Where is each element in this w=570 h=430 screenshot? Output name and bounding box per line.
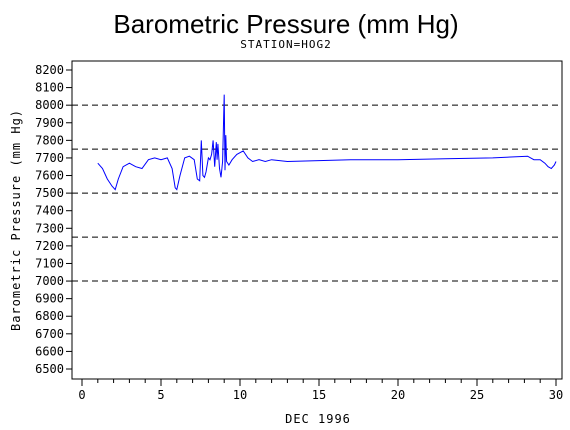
chart-subtitle: STATION=HOG2 [240, 38, 331, 51]
y-tick-label: 6900 [35, 292, 64, 306]
y-axis: 6500 6600 6700 6800 6900 7000 7100 7200 7300 7400… [35, 63, 72, 376]
series-line [97, 94, 557, 191]
y-tick-label: 7900 [35, 116, 64, 130]
x-tick-label: 0 [78, 388, 85, 402]
y-tick-label: 7200 [35, 239, 64, 253]
y-tick-label: 7100 [35, 256, 64, 270]
x-tick-label: 25 [470, 388, 484, 402]
chart-title: Barometric Pressure (mm Hg) [113, 9, 458, 39]
y-tick-label: 6500 [35, 362, 64, 376]
reference-lines [72, 104, 562, 282]
x-tick-label: 15 [312, 388, 326, 402]
y-tick-label: 7500 [35, 186, 64, 200]
y-tick-label: 7700 [35, 151, 64, 165]
x-tick-label: 5 [157, 388, 164, 402]
y-tick-label: 7800 [35, 133, 64, 147]
x-tick-label: 20 [391, 388, 405, 402]
y-tick-label: 7000 [35, 274, 64, 288]
y-tick-label: 6700 [35, 327, 64, 341]
x-tick-label: 10 [233, 388, 247, 402]
x-tick-label: 30 [549, 388, 563, 402]
y-axis-label: Barometric Pressure (mm Hg) [9, 109, 23, 331]
y-tick-label: 8200 [35, 63, 64, 77]
y-tick-label: 8000 [35, 98, 64, 112]
x-axis: 0 5 10 15 20 25 30 [78, 379, 563, 402]
y-tick-label: 7400 [35, 204, 64, 218]
y-tick-label: 7600 [35, 169, 64, 183]
y-tick-label: 8100 [35, 81, 64, 95]
x-axis-label: DEC 1996 [285, 412, 351, 426]
y-tick-label: 6600 [35, 344, 64, 358]
y-tick-label: 7300 [35, 221, 64, 235]
series-group [97, 94, 557, 191]
y-tick-label: 6800 [35, 309, 64, 323]
plot-frame [71, 60, 563, 380]
